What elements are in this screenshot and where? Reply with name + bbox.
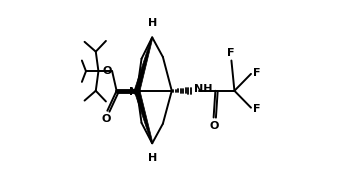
Polygon shape	[134, 90, 153, 143]
Text: F: F	[253, 68, 260, 78]
Text: F: F	[253, 104, 260, 114]
Text: O: O	[102, 114, 111, 124]
Polygon shape	[134, 37, 153, 91]
Text: NH: NH	[194, 84, 212, 94]
Text: F: F	[227, 48, 234, 58]
Text: H: H	[148, 153, 157, 163]
Text: N: N	[129, 87, 138, 97]
Text: O: O	[210, 121, 219, 131]
Text: H: H	[148, 18, 157, 28]
Text: O: O	[103, 66, 112, 76]
